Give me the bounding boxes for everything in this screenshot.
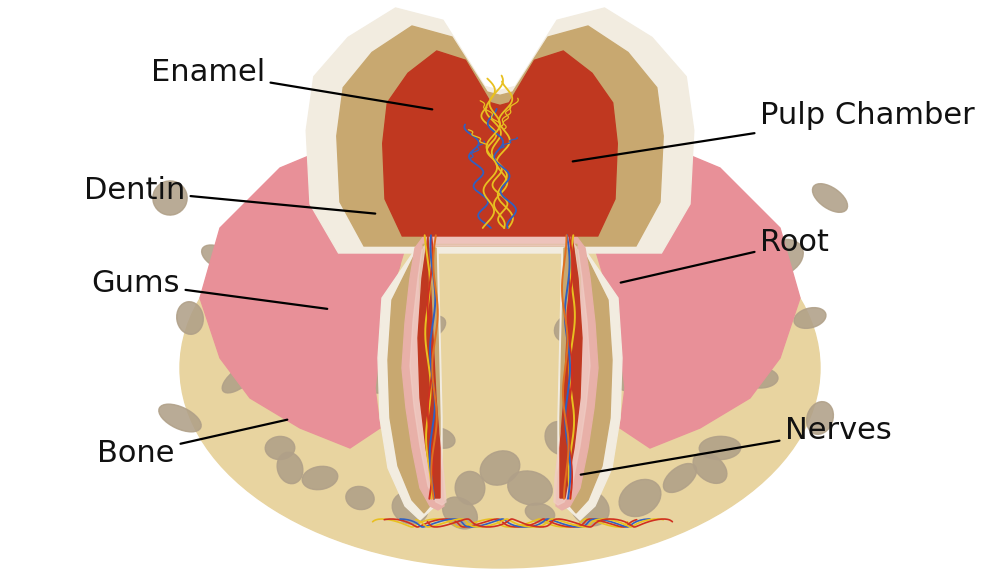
Ellipse shape xyxy=(663,464,697,492)
Ellipse shape xyxy=(316,391,364,425)
Ellipse shape xyxy=(360,240,400,276)
Ellipse shape xyxy=(443,497,477,529)
Ellipse shape xyxy=(545,421,575,454)
Ellipse shape xyxy=(277,453,303,484)
Ellipse shape xyxy=(346,487,374,510)
Ellipse shape xyxy=(222,363,258,393)
Ellipse shape xyxy=(392,492,428,524)
Ellipse shape xyxy=(699,436,741,460)
Ellipse shape xyxy=(234,215,266,240)
Polygon shape xyxy=(383,51,617,236)
Ellipse shape xyxy=(619,479,661,517)
Text: Bone: Bone xyxy=(98,420,287,468)
Ellipse shape xyxy=(571,490,609,526)
Ellipse shape xyxy=(726,343,754,373)
Ellipse shape xyxy=(615,365,645,391)
Ellipse shape xyxy=(425,428,455,449)
Polygon shape xyxy=(418,236,440,498)
Polygon shape xyxy=(595,143,800,448)
Ellipse shape xyxy=(180,168,820,568)
Ellipse shape xyxy=(794,307,826,328)
Polygon shape xyxy=(306,8,694,253)
Polygon shape xyxy=(388,248,440,513)
Ellipse shape xyxy=(640,392,680,424)
Ellipse shape xyxy=(742,368,778,388)
Polygon shape xyxy=(410,210,590,505)
Ellipse shape xyxy=(680,281,720,314)
Polygon shape xyxy=(378,250,442,520)
Ellipse shape xyxy=(807,402,833,434)
Ellipse shape xyxy=(153,181,187,215)
Polygon shape xyxy=(560,248,612,513)
Ellipse shape xyxy=(202,245,238,271)
Ellipse shape xyxy=(757,239,803,277)
Ellipse shape xyxy=(455,472,485,505)
Text: Dentin: Dentin xyxy=(84,176,375,214)
Text: Enamel: Enamel xyxy=(151,58,432,109)
Polygon shape xyxy=(560,236,582,498)
Ellipse shape xyxy=(414,316,446,340)
Text: Root: Root xyxy=(621,228,829,283)
Polygon shape xyxy=(337,26,663,246)
Ellipse shape xyxy=(812,184,848,212)
Ellipse shape xyxy=(177,302,203,334)
Ellipse shape xyxy=(302,466,338,490)
Polygon shape xyxy=(200,143,405,448)
Ellipse shape xyxy=(283,287,317,309)
Polygon shape xyxy=(402,206,598,510)
Ellipse shape xyxy=(159,404,201,432)
Ellipse shape xyxy=(693,453,727,483)
Ellipse shape xyxy=(734,216,766,240)
Ellipse shape xyxy=(606,249,634,268)
Ellipse shape xyxy=(508,471,552,505)
Text: Pulp Chamber: Pulp Chamber xyxy=(573,101,975,161)
Text: Gums: Gums xyxy=(91,269,327,309)
Polygon shape xyxy=(558,250,622,520)
Text: Nerves: Nerves xyxy=(581,416,892,475)
Ellipse shape xyxy=(554,314,586,342)
Ellipse shape xyxy=(265,436,295,460)
Ellipse shape xyxy=(480,451,520,485)
Ellipse shape xyxy=(352,363,388,393)
Ellipse shape xyxy=(245,343,275,373)
Ellipse shape xyxy=(525,503,555,523)
